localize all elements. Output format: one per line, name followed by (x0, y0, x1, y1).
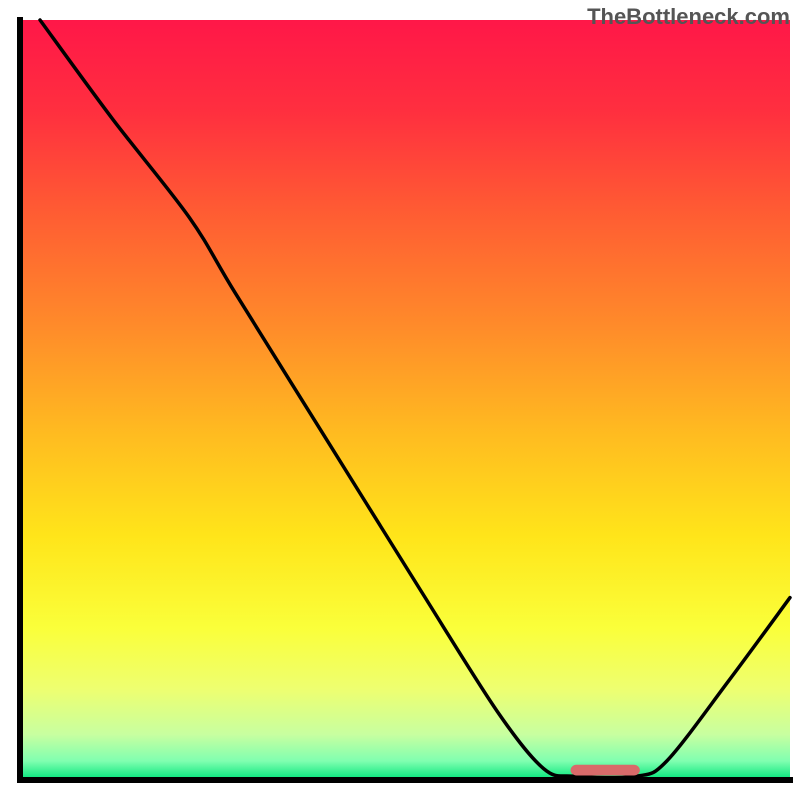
optimum-marker (571, 765, 640, 776)
watermark-text: TheBottleneck.com (587, 4, 790, 30)
bottleneck-chart: TheBottleneck.com (0, 0, 800, 800)
gradient-background (20, 20, 790, 780)
chart-svg (0, 0, 800, 800)
